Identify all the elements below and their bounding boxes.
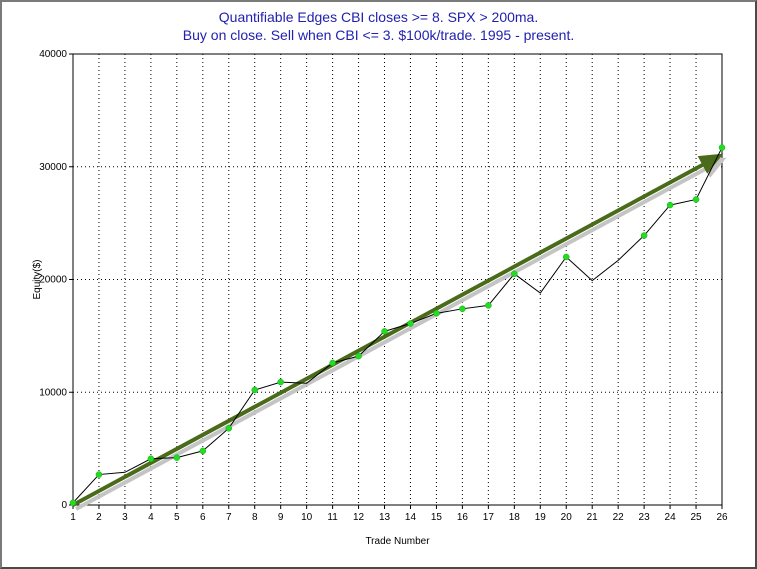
x-tick-label: 18 (509, 512, 521, 523)
x-tick-label: 19 (535, 512, 547, 523)
x-tick-label: 15 (431, 512, 443, 523)
y-tick-label: 40000 (39, 49, 67, 60)
data-point (329, 359, 336, 367)
y-tick-label: 30000 (39, 162, 67, 173)
data-point (277, 378, 284, 386)
x-tick-label: 17 (483, 512, 495, 523)
data-point (666, 201, 674, 209)
x-tick-label: 12 (353, 512, 365, 523)
x-tick-label: 2 (96, 512, 102, 523)
x-tick-label: 6 (200, 512, 206, 523)
x-tick-label: 25 (690, 512, 702, 523)
data-point (69, 499, 77, 506)
data-point (355, 352, 362, 360)
x-tick-label: 5 (174, 512, 180, 523)
x-tick-label: 20 (561, 512, 573, 523)
axis-ticks: 1 2 3 4 5 6 7 8 9 10 11 12 13 14 15 16 17 18 19 20 21 22 23 24 2… (39, 49, 728, 523)
x-tick-label: 7 (226, 512, 232, 523)
x-tick-label: 21 (587, 512, 599, 523)
chart-subtitle: Buy on close. Sell when CBI <= 3. $100k/… (182, 27, 575, 43)
x-axis-label: Trade Number (365, 536, 430, 547)
data-point (95, 471, 103, 478)
x-tick-label: 3 (122, 512, 128, 523)
x-tick-label: 1 (70, 512, 76, 523)
data-point (485, 302, 492, 309)
data-point (459, 305, 466, 313)
y-tick-label: 0 (61, 500, 67, 511)
x-tick-label: 26 (716, 512, 728, 523)
data-point (718, 144, 726, 151)
data-point (381, 328, 388, 335)
x-tick-label: 24 (665, 512, 677, 523)
trend-arrow (72, 153, 727, 511)
y-tick-label: 20000 (39, 275, 67, 286)
data-point (147, 455, 155, 463)
trend-arrow-shadow (75, 157, 727, 511)
data-point (511, 270, 518, 278)
x-tick-label: 16 (457, 512, 469, 523)
data-point (225, 425, 233, 432)
x-tick-label: 10 (301, 512, 313, 523)
data-point (199, 447, 207, 455)
x-tick-label: 23 (639, 512, 651, 523)
data-point (407, 320, 414, 327)
y-tick-label: 10000 (39, 387, 67, 398)
data-point (173, 454, 181, 461)
x-tick-label: 14 (405, 512, 417, 523)
x-tick-label: 13 (379, 512, 391, 523)
trend-arrow-line (72, 153, 724, 507)
equity-line (72, 147, 723, 504)
data-point (640, 232, 648, 239)
x-tick-label: 8 (252, 512, 258, 523)
x-tick-label: 9 (278, 512, 284, 523)
data-point (251, 386, 258, 394)
y-axis-label: Equity($) (32, 259, 43, 299)
x-tick-label: 4 (148, 512, 154, 523)
chart-title: Quantifiable Edges CBI closes >= 8. SPX … (218, 9, 539, 25)
x-tick-label: 11 (327, 512, 338, 523)
x-tick-label: 22 (613, 512, 625, 523)
equity-series (69, 144, 726, 506)
data-point (562, 253, 570, 261)
grid (73, 54, 722, 505)
data-point (692, 196, 700, 203)
data-point (433, 310, 440, 317)
